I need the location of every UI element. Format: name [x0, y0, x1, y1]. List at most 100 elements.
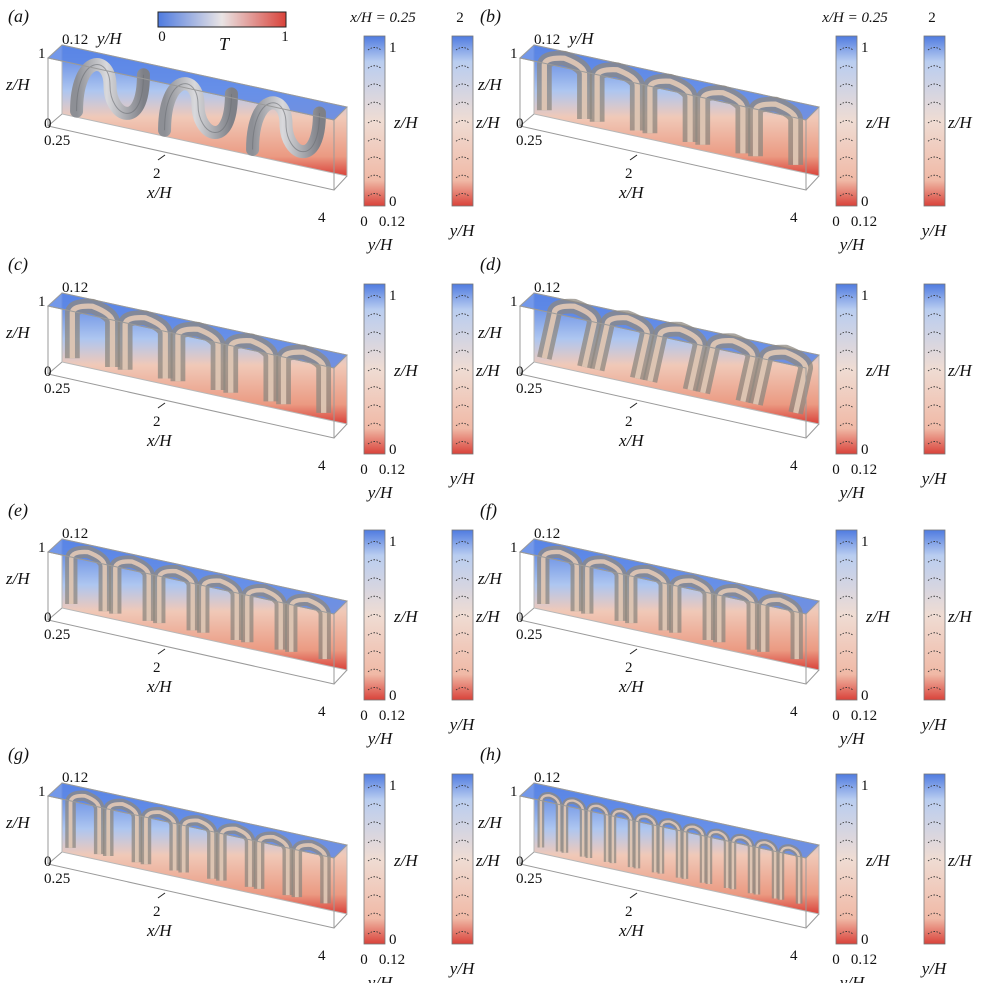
axis-z-zero: 0 — [516, 854, 524, 870]
slice-2-velocity-arrows — [927, 295, 942, 299]
axis-y-mid-tick: 0.25 — [516, 133, 542, 149]
slice-1-z-label: z/H — [865, 113, 891, 132]
slice-2-y-label: y/H — [448, 959, 476, 978]
slice-1-velocity-arrows — [367, 422, 382, 427]
slice-2-velocity-arrows — [927, 101, 942, 106]
axis-z-one: 1 — [38, 46, 46, 62]
slice-1-z-label: z/H — [393, 113, 419, 132]
slice-1-velocity-arrows — [367, 441, 382, 445]
roll-highlight — [228, 337, 274, 402]
slice-2-velocity-arrows — [455, 632, 470, 636]
slice-1-y-label: y/H — [838, 729, 866, 748]
slice-1-y0: 0 — [832, 952, 840, 968]
domain-side-edge — [47, 361, 63, 375]
slice-2-velocity-arrows — [927, 559, 942, 563]
slice-1-velocity-arrows — [839, 577, 854, 581]
roll-highlight — [563, 799, 585, 857]
slice-1-field — [363, 283, 386, 455]
colorbar-max-label: 1 — [281, 29, 289, 45]
axis-y-mid-tick: 0.25 — [44, 871, 70, 887]
slice-1-velocity-arrows — [367, 668, 382, 673]
domain-side-edge — [805, 423, 820, 439]
slice-1-y-label: y/H — [366, 973, 394, 983]
slice-1-velocity-arrows — [367, 577, 382, 581]
slice-2-z-label: z/H — [475, 851, 501, 870]
slice-1-velocity-arrows — [839, 559, 854, 563]
slice-2-velocity-arrows — [927, 313, 942, 317]
slice-title-right: x/H = 0.25 — [821, 10, 888, 26]
colorbar: 0 1 T — [157, 11, 289, 54]
axis-x-mid-tick: 2 — [625, 660, 633, 676]
roll-highlight — [647, 78, 693, 142]
slice-2-velocity-arrows — [455, 687, 470, 691]
slice-2-velocity-arrows — [455, 156, 470, 160]
slice-1-velocity-arrows — [839, 650, 854, 654]
slice-1-velocity-arrows — [839, 83, 854, 87]
roll-highlight — [106, 802, 139, 863]
axis-y-top-tick: 0.12 — [62, 770, 88, 786]
roll-highlight — [752, 101, 799, 165]
axis-z-label: z/H — [5, 75, 31, 94]
axis-z-zero: 0 — [44, 364, 52, 380]
roll-highlight — [635, 815, 657, 873]
domain-side-edge — [333, 175, 348, 191]
slice-1-velocity-arrows — [839, 876, 854, 880]
slice-2-velocity-arrows — [455, 803, 470, 807]
slice-1-velocity-arrows — [367, 138, 382, 142]
slice-1-velocity-arrows — [839, 894, 854, 898]
slice-1-z-label: z/H — [393, 851, 419, 870]
colorbar-label: T — [219, 34, 231, 54]
slice2-label-left: 2 — [456, 10, 464, 26]
slice-1-velocity-arrows — [839, 193, 854, 197]
axis-z-label: z/H — [477, 75, 503, 94]
roll-highlight — [294, 843, 328, 904]
axis-x-tick-mark — [157, 402, 166, 409]
slice-2-y-label: y/H — [448, 221, 476, 240]
slice-1-y1: 0.12 — [851, 952, 877, 968]
slice-1-velocity-arrows — [839, 441, 854, 445]
slice-1-y-label: y/H — [838, 973, 866, 983]
slice-2-velocity-arrows — [927, 156, 942, 160]
axis-x-end-tick: 4 — [318, 458, 326, 474]
roll-highlight — [181, 818, 215, 879]
slice-2-velocity-arrows — [927, 650, 942, 654]
axis-x-label: x/H — [618, 431, 645, 450]
slice-1-z-one: 1 — [861, 534, 869, 550]
roll-highlight — [594, 314, 650, 380]
slice-1-velocity-arrows — [367, 803, 382, 807]
axis-x-mid-tick: 2 — [625, 904, 633, 920]
slice-2-velocity-arrows — [455, 138, 470, 142]
slice-1-velocity-arrows — [367, 541, 382, 545]
panel-tag: (h) — [480, 744, 501, 765]
slice-1-velocity-arrows — [367, 101, 382, 106]
slice-1-velocity-arrows — [839, 839, 854, 844]
slice-2-velocity-arrows — [927, 174, 942, 179]
roll-highlight — [280, 349, 327, 413]
slice-1-z-zero: 0 — [389, 932, 397, 948]
roll-highlight — [219, 826, 252, 887]
roll-highlight — [717, 587, 755, 650]
roll-edge — [252, 102, 320, 153]
slice-1-velocity-arrows — [839, 65, 854, 69]
slice-1-velocity-arrows — [367, 120, 382, 124]
roll-highlight — [289, 597, 327, 660]
slice-1-z-zero: 0 — [861, 688, 869, 704]
slice-1-velocity-arrows — [839, 386, 854, 390]
slice-2-velocity-arrows — [455, 174, 470, 179]
slice-1-velocity-arrows — [839, 331, 854, 335]
slice-2-field — [451, 35, 474, 207]
roll-highlight — [761, 597, 799, 660]
axis-x-end-tick: 4 — [318, 704, 326, 720]
axis-y-top-tick: 0.12 — [534, 770, 560, 786]
slice-1-velocity-arrows — [839, 120, 854, 124]
slice-1-velocity-arrows — [839, 138, 854, 142]
slice-2-velocity-arrows — [927, 876, 942, 880]
axis-y-top-tick: 0.12 — [62, 526, 88, 542]
slice-2-field — [451, 773, 474, 945]
slice-1-velocity-arrows — [839, 632, 854, 636]
